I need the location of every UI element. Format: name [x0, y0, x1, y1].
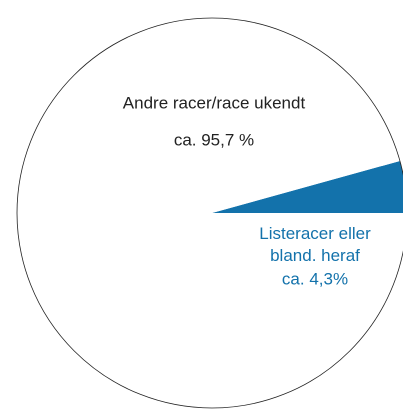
pie-slice: [17, 18, 403, 408]
slice-label-line: Listeracer eller: [259, 224, 371, 243]
slice-label: Andre racer/race ukendt: [123, 93, 306, 112]
slice-value-label: ca. 95,7 %: [174, 130, 254, 149]
slice-label-line: bland. heraf: [270, 246, 360, 265]
pie-outline: [16, 17, 403, 409]
slice-value-label: ca. 4,3%: [282, 269, 348, 288]
pie-slice: [212, 160, 403, 213]
slice-label: Listeracer eller bland. heraf: [259, 224, 371, 265]
